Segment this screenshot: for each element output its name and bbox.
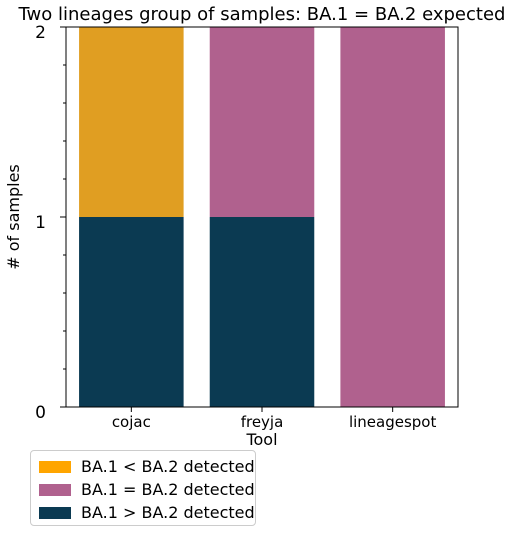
legend-swatch-eq bbox=[39, 483, 71, 496]
bar-segment bbox=[209, 27, 315, 217]
legend-item: BA.1 = BA.2 detected bbox=[39, 478, 255, 501]
legend-label: BA.1 < BA.2 detected bbox=[81, 457, 255, 476]
y-axis-label: # of samples bbox=[4, 164, 23, 270]
legend-swatch-gt bbox=[39, 506, 71, 519]
legend-item: BA.1 > BA.2 detected bbox=[39, 501, 255, 524]
plot-area: cojac freyja lineagespot 0 1 2 bbox=[35, 23, 459, 431]
legend-item: BA.1 < BA.2 detected bbox=[39, 455, 255, 478]
legend-label: BA.1 > BA.2 detected bbox=[81, 503, 255, 522]
bar-segment bbox=[79, 27, 184, 217]
bar-segment bbox=[340, 27, 445, 407]
chart-title: Two lineages group of samples: BA.1 = BA… bbox=[18, 4, 506, 25]
x-tick-label: freyja bbox=[241, 413, 284, 431]
y-tick-label: 1 bbox=[35, 213, 46, 233]
x-axis-label: Tool bbox=[245, 430, 277, 449]
y-tick-label: 2 bbox=[35, 23, 46, 43]
legend-swatch-lt bbox=[39, 460, 71, 473]
x-tick-label: cojac bbox=[112, 413, 151, 431]
legend-label: BA.1 = BA.2 detected bbox=[81, 480, 255, 499]
y-tick-label: 0 bbox=[35, 403, 46, 423]
bar-segment bbox=[79, 217, 184, 407]
legend: BA.1 < BA.2 detected BA.1 = BA.2 detecte… bbox=[30, 450, 256, 526]
x-tick-label: lineagespot bbox=[349, 413, 437, 431]
bar-segment bbox=[209, 217, 315, 407]
